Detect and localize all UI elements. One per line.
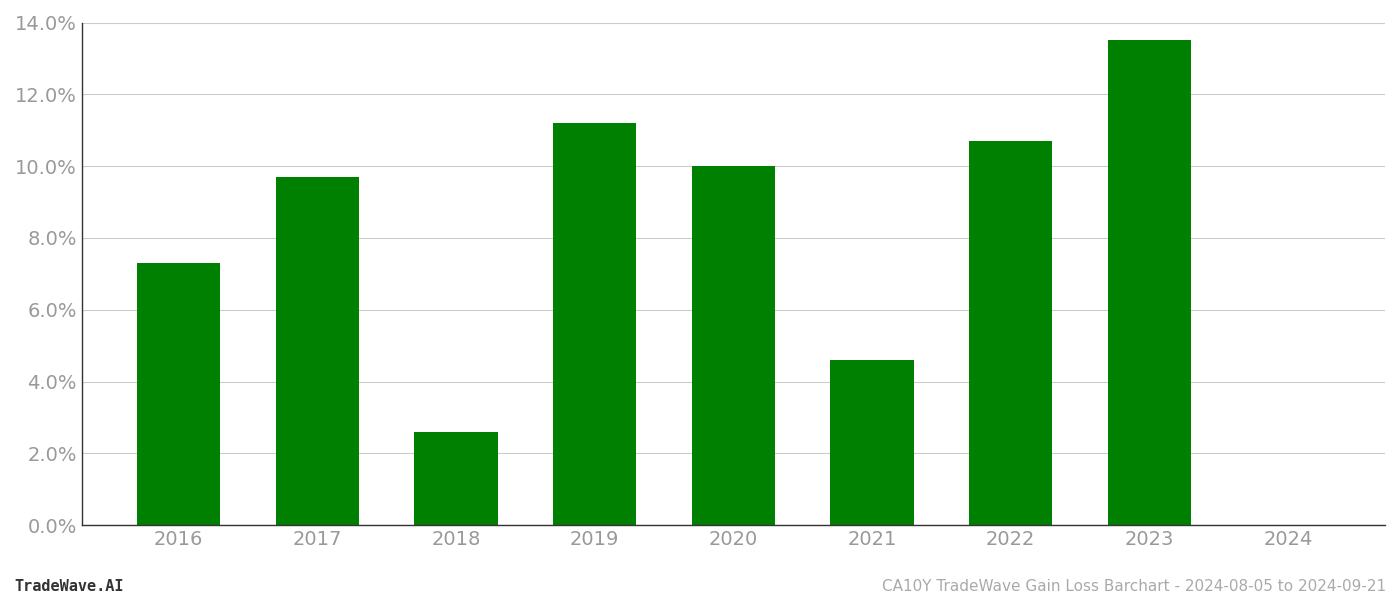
Bar (276, 177, 358, 525)
Text: CA10Y TradeWave Gain Loss Barchart - 2024-08-05 to 2024-09-21: CA10Y TradeWave Gain Loss Barchart - 202… (882, 579, 1386, 594)
Bar (692, 166, 776, 525)
Bar (137, 263, 220, 525)
Text: TradeWave.AI: TradeWave.AI (14, 579, 123, 594)
Bar (1107, 40, 1191, 525)
Bar (414, 432, 497, 525)
Bar (830, 360, 914, 525)
Bar (969, 141, 1053, 525)
Bar (553, 123, 637, 525)
